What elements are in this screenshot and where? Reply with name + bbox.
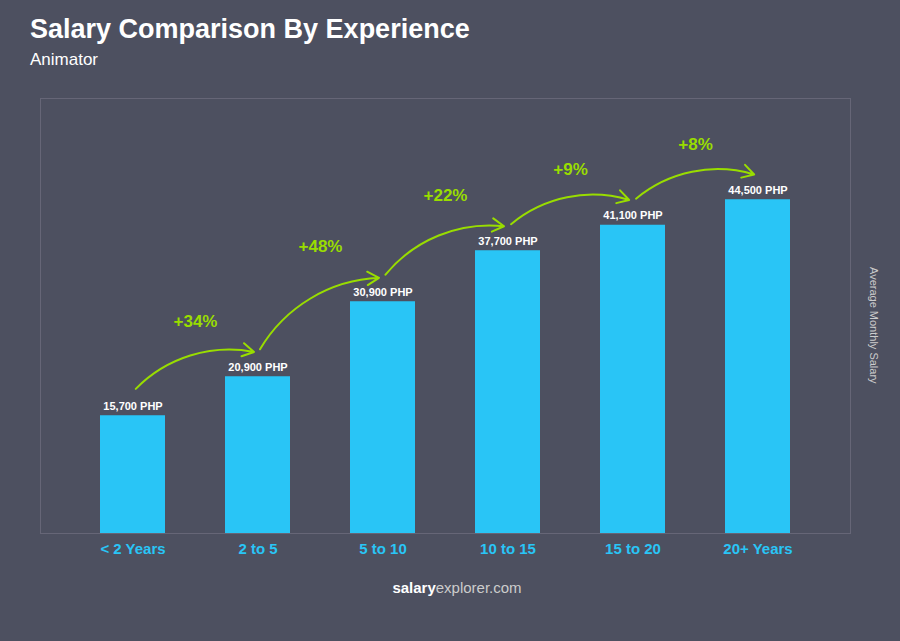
svg-text:37,700 PHP: 37,700 PHP	[478, 235, 537, 247]
svg-text:+22%: +22%	[424, 186, 468, 205]
svg-text:30,900 PHP: 30,900 PHP	[353, 286, 412, 298]
html-text:Salary Comparison By Experienc: Salary Comparison By Experience	[30, 14, 470, 44]
svg-text:44,500 PHP: 44,500 PHP	[728, 184, 787, 196]
svg-text:2 to 5: 2 to 5	[238, 540, 277, 557]
svg-text:20+ Years: 20+ Years	[723, 540, 792, 557]
svg-text:10 to 15: 10 to 15	[480, 540, 536, 557]
html-text:salary explorer.com: salary explorer.com	[392, 579, 522, 596]
svg-text:+34%: +34%	[174, 312, 218, 331]
svg-text:< 2 Years: < 2 Years	[100, 540, 165, 557]
svg-text:+8%: +8%	[678, 135, 713, 154]
html-text:Average Monthly Salary: Average Monthly Salary	[868, 267, 880, 384]
svg-text:15 to 20: 15 to 20	[605, 540, 661, 557]
svg-text:20,900 PHP: 20,900 PHP	[228, 361, 287, 373]
svg-text:5 to 10: 5 to 10	[359, 540, 407, 557]
svg-text:+9%: +9%	[553, 160, 588, 179]
svg-text:15,700 PHP: 15,700 PHP	[103, 400, 162, 412]
svg-text:41,100 PHP: 41,100 PHP	[603, 209, 662, 221]
html-text:Animator: Animator	[30, 50, 98, 69]
svg-text:+48%: +48%	[299, 237, 343, 256]
